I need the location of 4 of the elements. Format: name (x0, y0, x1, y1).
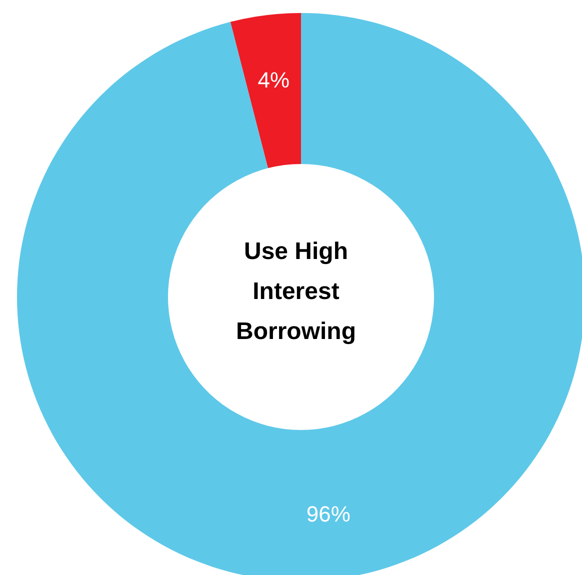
data-label: 4% (258, 68, 290, 93)
text: Use High Interest Borrowing (235, 237, 357, 347)
data-label: 96% (306, 501, 350, 526)
donut-slice (230, 13, 301, 168)
